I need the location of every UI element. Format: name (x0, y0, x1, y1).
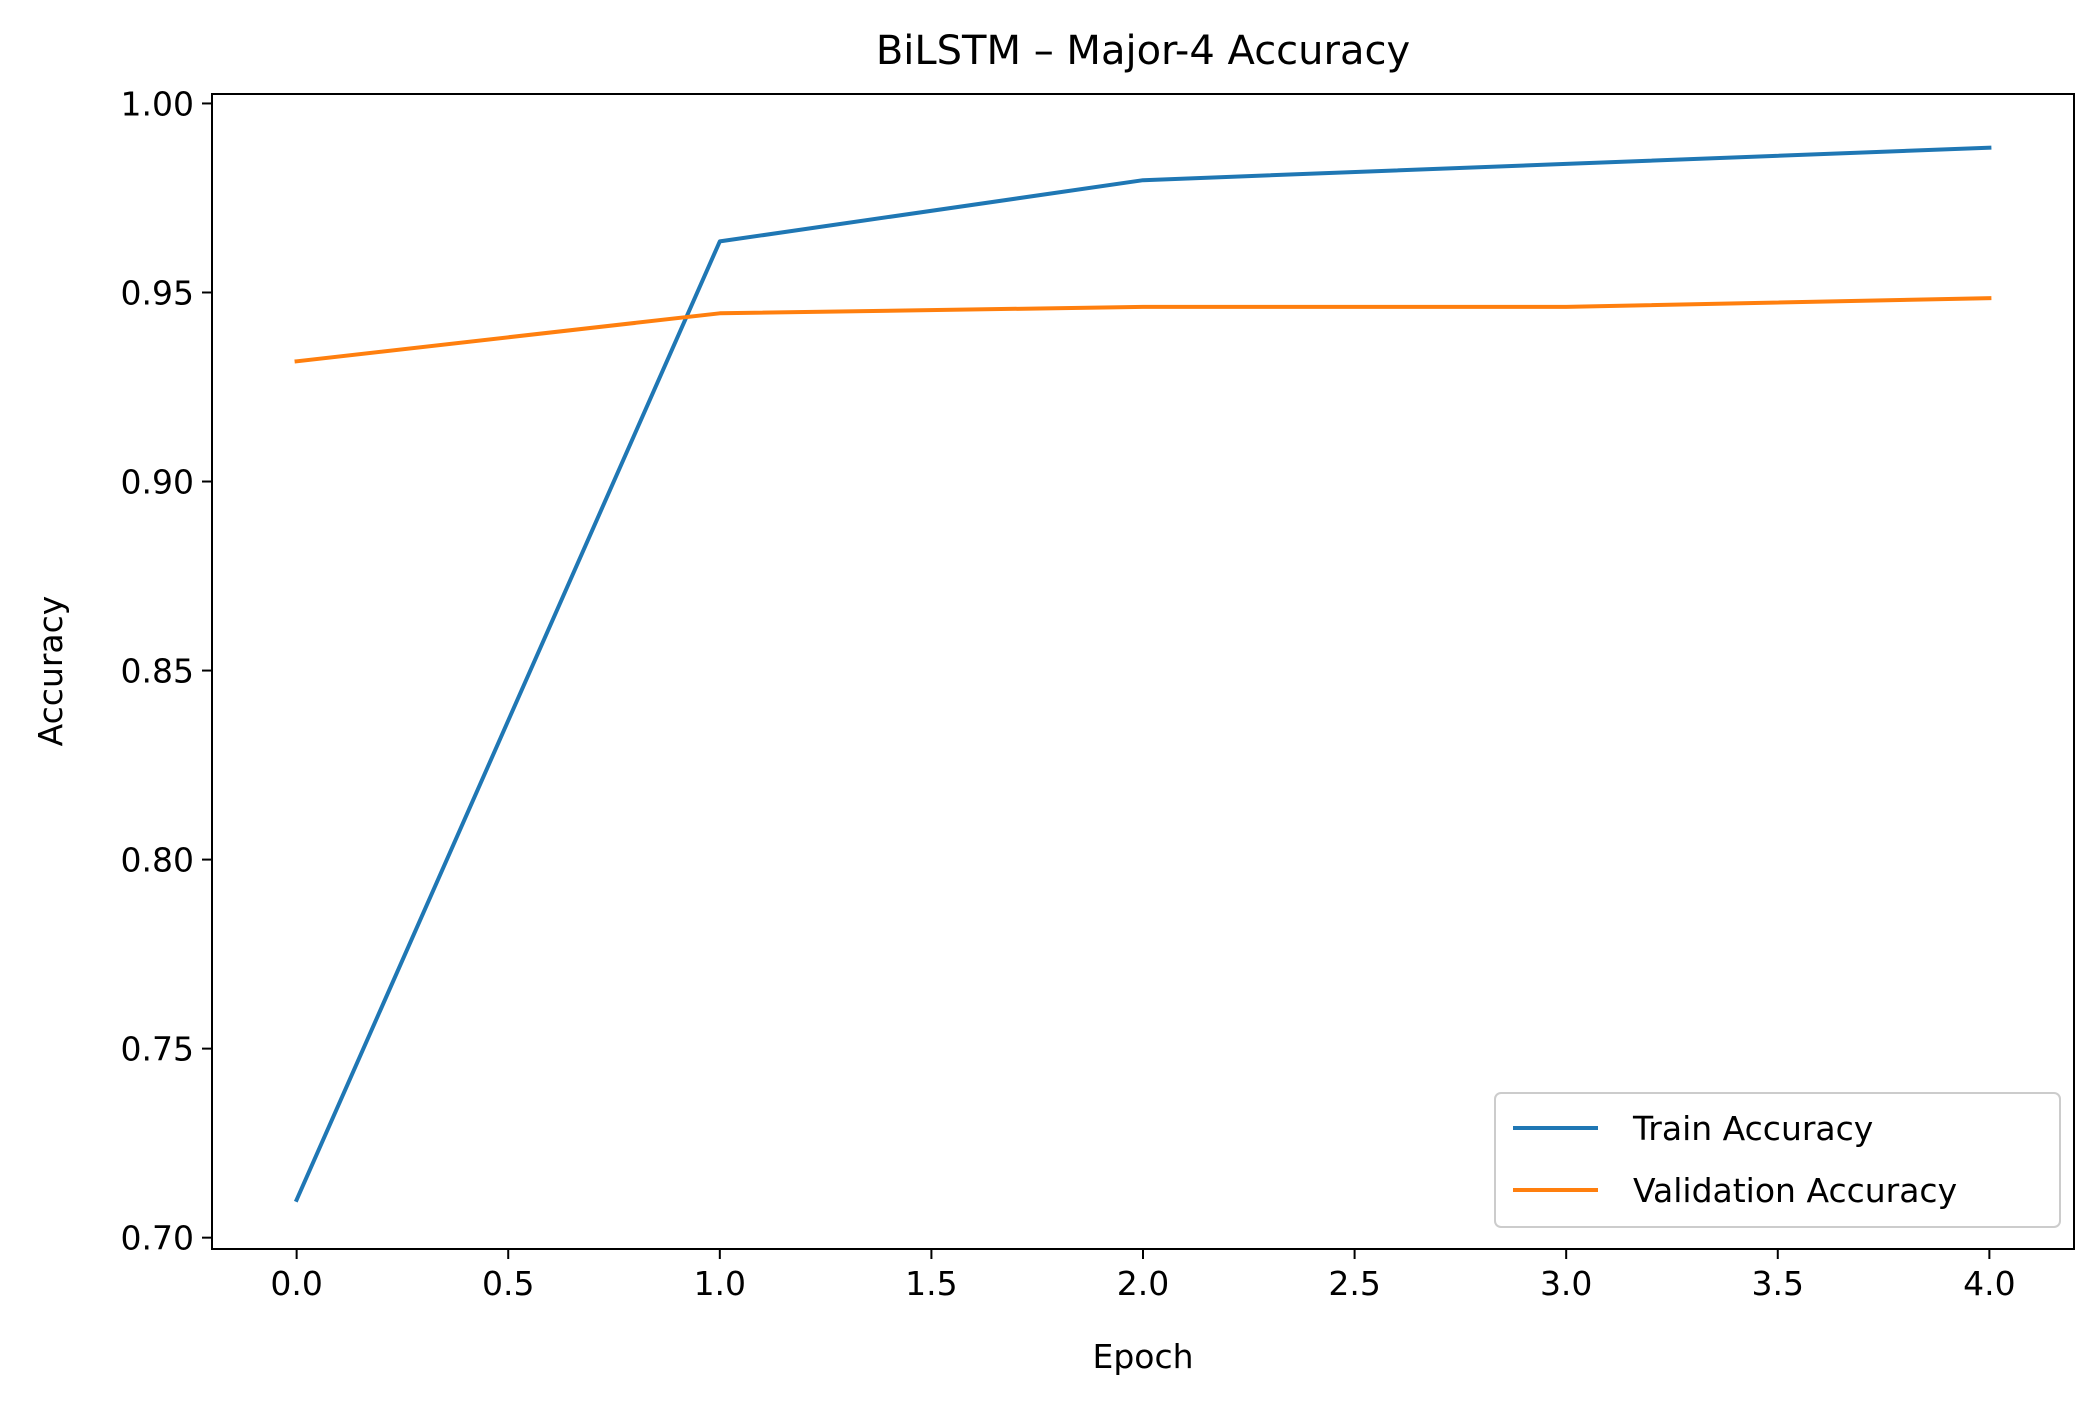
x-tick-label: 0.0 (270, 1264, 322, 1303)
y-axis: 0.70 0.75 0.80 0.85 0.90 0.95 1.00 (121, 84, 212, 1258)
legend-label: Validation Accuracy (1633, 1171, 1957, 1210)
x-axis: 0.0 0.5 1.0 1.5 2.0 2.5 3.0 3.5 4.0 (270, 1249, 2016, 1303)
x-tick-label: 3.5 (1752, 1264, 1804, 1303)
y-tick-label: 0.70 (121, 1219, 194, 1258)
y-tick-label: 0.95 (121, 273, 194, 312)
y-axis-title: Accuracy (31, 596, 70, 747)
plot-area: 0.0 0.5 1.0 1.5 2.0 2.5 3.0 3.5 4.0 0.70 0.75 0.80… (121, 84, 2075, 1303)
x-tick-label: 1.0 (694, 1264, 746, 1303)
series-layer (293, 145, 1992, 1203)
y-tick-label: 0.85 (121, 652, 194, 691)
legend-items: Train Accuracy Validation Accuracy (1513, 1109, 1957, 1210)
y-tick-label: 1.00 (121, 84, 194, 123)
y-tick-label: 0.90 (121, 463, 194, 502)
y-tick-label: 0.75 (121, 1030, 194, 1069)
x-tick-label: 2.0 (1117, 1264, 1169, 1303)
legend: Train Accuracy Validation Accuracy (1494, 1092, 2061, 1228)
x-tick-label: 0.5 (482, 1264, 534, 1303)
chart-title: BiLSTM – Major-4 Accuracy (876, 28, 1410, 74)
x-tick-label: 1.5 (905, 1264, 957, 1303)
series-line-validation-accuracy (294, 296, 1992, 364)
y-tick-label: 0.80 (121, 841, 194, 880)
legend-box (1494, 1092, 2061, 1228)
x-tick-label: 4.0 (1963, 1264, 2015, 1303)
legend-label: Train Accuracy (1632, 1109, 1873, 1148)
x-axis-title: Epoch (1092, 1337, 1193, 1376)
x-tick-label: 2.5 (1328, 1264, 1380, 1303)
x-tick-label: 3.0 (1540, 1264, 1592, 1303)
plot-frame (211, 93, 2075, 1250)
